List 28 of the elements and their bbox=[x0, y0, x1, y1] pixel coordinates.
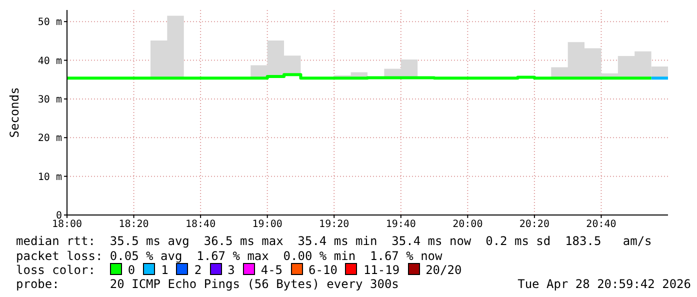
legend-label: 1 bbox=[160, 263, 168, 277]
legend-label: 6-10 bbox=[308, 263, 338, 277]
text: packet loss: 0.05 % avg 1.67 % max 0.00 % min 1.67 % now bbox=[16, 248, 444, 263]
legend-label: 20/20 bbox=[424, 263, 462, 277]
x-tick-label: 18:40 bbox=[186, 219, 216, 230]
legend-label: 2 bbox=[193, 263, 202, 277]
text: median rtt: 35.5 ms avg 36.5 ms max 35.4 ms min 35.4 ms now 0.2 ms sd 183.5 am/s bbox=[16, 234, 653, 248]
y-tick-label: 20 m bbox=[38, 133, 62, 144]
y-tick-label: 40 m bbox=[38, 56, 62, 67]
y-tick-label: 30 m bbox=[38, 94, 62, 106]
legend-label: 11-19 bbox=[362, 263, 400, 277]
legend-label: 0 bbox=[126, 263, 136, 277]
x-tick-label: 20:20 bbox=[519, 219, 550, 230]
y-tick-label: 10 m bbox=[38, 172, 62, 183]
y-tick-label: 50 m bbox=[38, 17, 62, 28]
legend-title: loss color: bbox=[16, 263, 96, 277]
x-tick-label: 19:00 bbox=[252, 219, 282, 230]
text: probe: 20 ICMP Echo Pings (56 Bytes) every 300s bbox=[16, 277, 399, 292]
legend-label: 3 bbox=[226, 263, 235, 277]
y-axis-title: Seconds bbox=[7, 87, 22, 138]
x-tick-label: 19:40 bbox=[386, 219, 416, 230]
x-tick-label: 20:00 bbox=[452, 219, 483, 230]
legend-label: 4-5 bbox=[260, 263, 283, 277]
x-tick-label: 20:40 bbox=[586, 219, 616, 230]
text: Tue Apr 28 20:59:42 2026 bbox=[518, 277, 691, 292]
x-tick-label: 18:20 bbox=[118, 219, 149, 230]
x-tick-label: 18:00 bbox=[52, 219, 82, 230]
x-tick-label: 19:20 bbox=[319, 219, 350, 230]
